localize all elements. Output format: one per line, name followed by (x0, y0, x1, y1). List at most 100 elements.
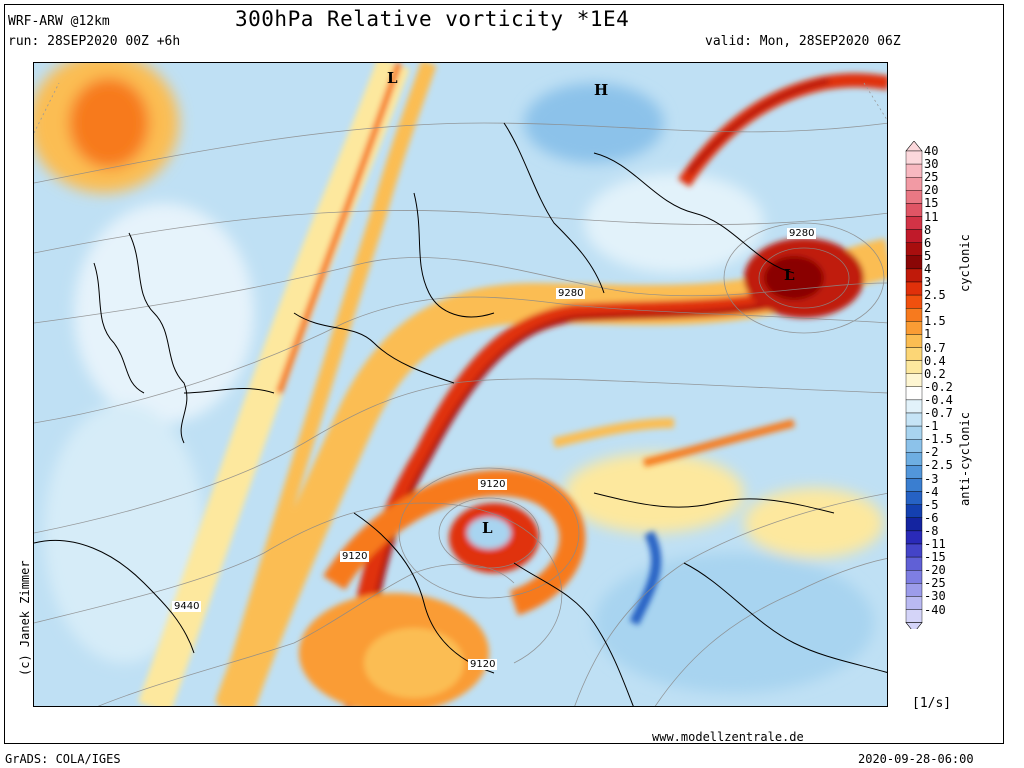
colorbar-swatch (905, 570, 923, 584)
colorbar-tick-label: -0.2 (924, 379, 953, 394)
colorbar-tick-label: 1.5 (924, 314, 946, 329)
colorbar-swatch (905, 255, 923, 270)
timestamp-label: 2020-09-28-06:00 (858, 752, 974, 766)
colorbar-swatch (905, 452, 923, 466)
colorbar-swatch (905, 229, 923, 243)
colorbar-swatch (905, 491, 923, 505)
pressure-label-low-alps: L (482, 519, 493, 537)
map-canvas (34, 63, 887, 706)
vorticity-bands (138, 63, 887, 706)
colorbar-tick-label: 11 (924, 209, 939, 224)
colorbar-swatch (905, 596, 923, 610)
colorbar (905, 141, 923, 629)
pressure-label-low-baltic: L (784, 266, 795, 284)
colorbar-tick-label: -1 (924, 419, 939, 434)
colorbar-swatch (905, 556, 923, 571)
colorbar-swatch (905, 439, 923, 453)
colorbar-tick-label: -8 (924, 523, 939, 538)
colorbar-tick-label: 2 (924, 301, 932, 316)
colorbar-swatch (905, 242, 923, 256)
colorbar-tick-label: 20 (924, 183, 939, 198)
pressure-label-low-north: L (387, 69, 398, 87)
colorbar-tick-label: 0.2 (924, 366, 946, 381)
pressure-label-high-scandinavia: H (594, 81, 609, 99)
colorbar-swatch (905, 268, 923, 283)
colorbar-tick-label: -0.7 (924, 406, 953, 420)
colorbar-tick-label: 0.7 (924, 340, 946, 355)
colorbar-tick-label: 25 (924, 170, 939, 185)
graticule (34, 82, 887, 134)
colorbar-tick-label: -1.5 (924, 432, 953, 447)
colorbar-tick-label: -30 (924, 589, 946, 604)
colorbar-tick-label: -6 (924, 510, 939, 525)
colorbar-tick-label: 3 (924, 275, 932, 289)
colorbar-tick-label: 1 (924, 327, 932, 342)
colorbar-tick-label: 15 (924, 196, 939, 211)
colorbar-swatch (905, 504, 923, 519)
colorbar-tick-label: -5 (924, 497, 939, 512)
contour-label: 9280 (787, 228, 817, 239)
author-credit: (c) Janek Zimmer (18, 560, 32, 676)
colorbar-tick-label: -40 (924, 602, 946, 617)
contour-label: 9120 (340, 551, 370, 562)
colorbar-tick-label: -25 (924, 576, 946, 591)
colorbar-swatch (905, 360, 923, 374)
colorbar-swatch (905, 478, 923, 492)
contour-label: 9120 (478, 479, 508, 490)
colorbar-swatch (905, 294, 923, 309)
colorbar-swatch (905, 216, 923, 230)
colorbar-arrow-top (905, 141, 923, 152)
colorbar-swatch (905, 203, 923, 217)
colorbar-arrow-bottom (905, 622, 923, 629)
colorbar-swatch (905, 425, 923, 440)
cyclonic-label: cyclonic (958, 234, 972, 292)
website-link[interactable]: www.modellzentrale.de (652, 730, 804, 744)
contour-label: 9440 (172, 601, 202, 612)
colorbar-tick-label: -20 (924, 563, 946, 578)
colorbar-swatch (905, 386, 923, 401)
contour-label: 9120 (468, 659, 498, 670)
colorbar-tick-label: -15 (924, 550, 946, 565)
vorticity-map: L H L L 9280 9280 9120 9120 9440 9120 (33, 62, 888, 707)
software-credit: GrADS: COLA/IGES (5, 752, 121, 766)
map-title: 300hPa Relative vorticity *1E4 (235, 7, 630, 31)
colorbar-swatch (905, 150, 923, 165)
colorbar-tick-label: 2.5 (924, 288, 946, 303)
colorbar-tick-label: 6 (924, 235, 932, 250)
colorbar-tick-label: 4 (924, 261, 932, 276)
colorbar-swatch (905, 517, 923, 532)
colorbar-tick-label: -11 (924, 537, 946, 551)
valid-time-label: valid: Mon, 28SEP2020 06Z (705, 34, 901, 49)
colorbar-swatch (905, 281, 923, 296)
contour-label: 9280 (556, 288, 586, 299)
colorbar-tick-label: -4 (924, 484, 939, 499)
geopotential-contours (34, 122, 887, 706)
colorbar-swatch (905, 190, 923, 204)
colorbar-swatch (905, 609, 923, 623)
colorbar-tick-label: 30 (924, 157, 939, 172)
colorbar-swatch (905, 177, 923, 191)
model-label: WRF-ARW @12km (8, 14, 110, 29)
weak-vorticity-patches (34, 63, 884, 693)
colorbar-swatch (905, 373, 923, 387)
colorbar-swatch (905, 334, 923, 348)
colorbar-tick-label: 0.4 (924, 353, 946, 368)
colorbar-swatch (905, 347, 923, 361)
colorbar-swatch (905, 321, 923, 335)
colorbar-swatch (905, 399, 923, 414)
colorbar-tick-label: -0.4 (924, 392, 953, 407)
colorbar-tick-label: 8 (924, 222, 932, 237)
colorbar-swatch (905, 307, 923, 322)
colorbar-swatch (905, 530, 923, 545)
colorbar-tick-label: 40 (924, 144, 939, 158)
colorbar-swatch (905, 163, 923, 178)
colorbar-swatch (905, 412, 923, 427)
colorbar-tick-label: -3 (924, 471, 939, 486)
coastlines (34, 122, 887, 706)
colorbar-tick-label: 5 (924, 248, 932, 263)
colorbar-swatch (905, 543, 923, 558)
unit-label: [1/s] (912, 696, 952, 711)
run-label: run: 28SEP2020 00Z +6h (8, 34, 181, 49)
anticyclonic-label: anti-cyclonic (958, 412, 972, 506)
colorbar-tick-label: -2 (924, 445, 939, 460)
